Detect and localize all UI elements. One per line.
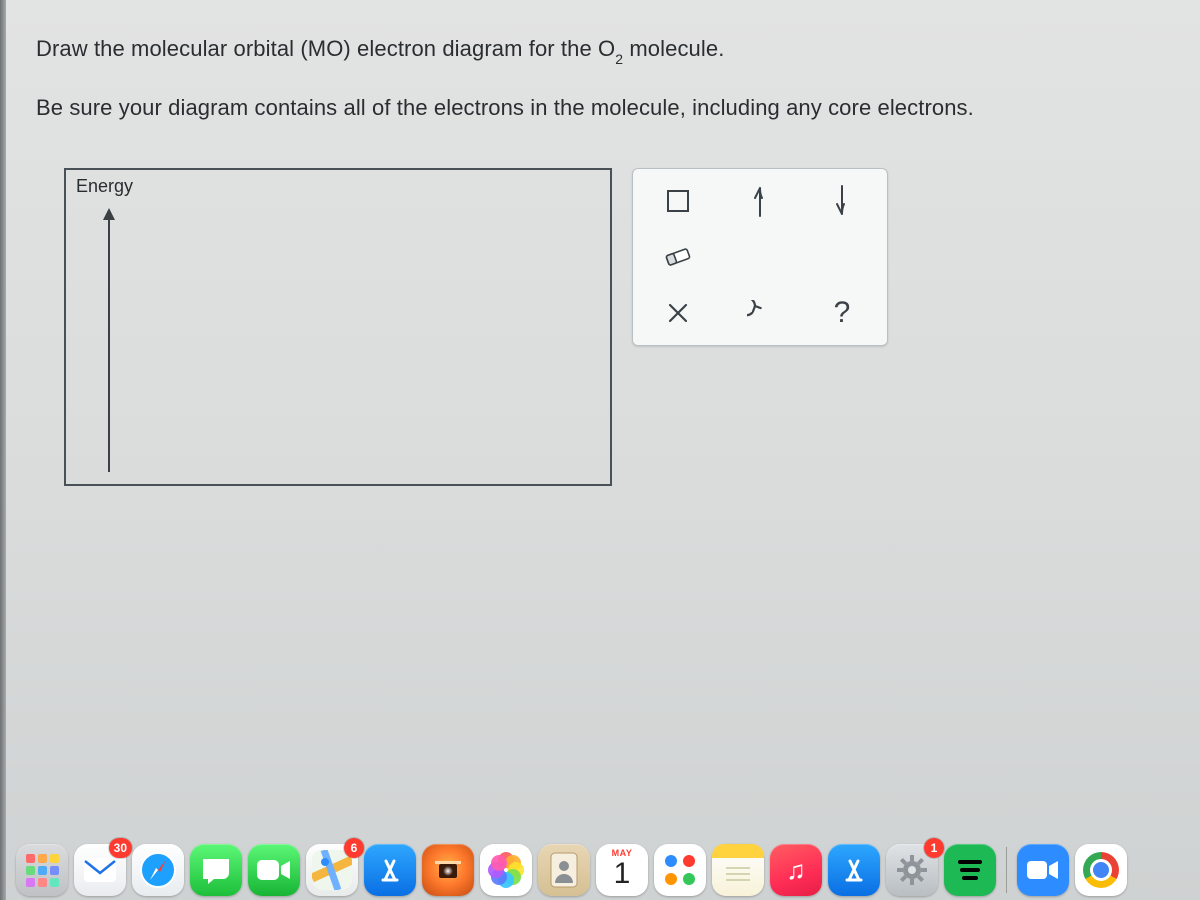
photos-icon[interactable] (480, 844, 532, 896)
calendar-month-label: MAY (596, 848, 648, 858)
spin-down-tool[interactable] (803, 175, 881, 227)
reminders-icon[interactable] (654, 844, 706, 896)
photobooth-icon[interactable] (422, 844, 474, 896)
spin-up-tool[interactable] (721, 175, 799, 227)
energy-axis (108, 210, 110, 472)
prompt-line-2: Be sure your diagram contains all of the… (36, 93, 1164, 124)
launchpad-icon[interactable] (16, 844, 68, 896)
chrome-icon[interactable] (1075, 844, 1127, 896)
tool-palette: ? (632, 168, 888, 346)
calendar-icon[interactable]: MAY1 (596, 844, 648, 896)
clear-tool[interactable] (639, 287, 717, 339)
undo-tool[interactable] (721, 287, 799, 339)
mo-diagram-canvas[interactable]: Energy (64, 168, 612, 486)
blank-2 (803, 231, 881, 283)
music-icon[interactable]: ♫ (770, 844, 822, 896)
sysprefs-badge: 1 (924, 838, 944, 858)
system-preferences-icon[interactable]: 1 (886, 844, 938, 896)
formula-base: O (598, 36, 615, 61)
zoom-icon[interactable] (1017, 844, 1069, 896)
prompt-line-1: Draw the molecular orbital (MO) electron… (36, 34, 1164, 67)
appstore-alt-icon[interactable] (828, 844, 880, 896)
question-area: Draw the molecular orbital (MO) electron… (0, 0, 1200, 840)
messages-icon[interactable] (190, 844, 242, 896)
calendar-day-label: 1 (596, 857, 648, 891)
notes-icon[interactable] (712, 844, 764, 896)
macos-dock: 306MAY1♫1 (8, 840, 1135, 898)
energy-axis-label: Energy (76, 176, 133, 197)
prompt-text-post: molecule. (629, 36, 724, 61)
help-tool[interactable]: ? (803, 287, 881, 339)
eraser-tool[interactable] (639, 231, 717, 283)
contacts-icon[interactable] (538, 844, 590, 896)
formula-subscript: 2 (615, 51, 623, 67)
mail-icon[interactable]: 30 (74, 844, 126, 896)
formula-o2: O2 (598, 36, 629, 61)
prompt-text: Draw the molecular orbital (MO) electron… (36, 36, 598, 61)
mail-badge: 30 (109, 838, 132, 858)
facetime-icon[interactable] (248, 844, 300, 896)
dock-separator (1006, 847, 1007, 893)
orbital-box-tool[interactable] (639, 175, 717, 227)
safari-icon[interactable] (132, 844, 184, 896)
appstore-icon[interactable] (364, 844, 416, 896)
blank-1 (721, 231, 799, 283)
spotify-icon[interactable] (944, 844, 996, 896)
maps-badge: 6 (344, 838, 364, 858)
maps-icon[interactable]: 6 (306, 844, 358, 896)
macos-dock-region: 306MAY1♫1 (0, 836, 1200, 900)
